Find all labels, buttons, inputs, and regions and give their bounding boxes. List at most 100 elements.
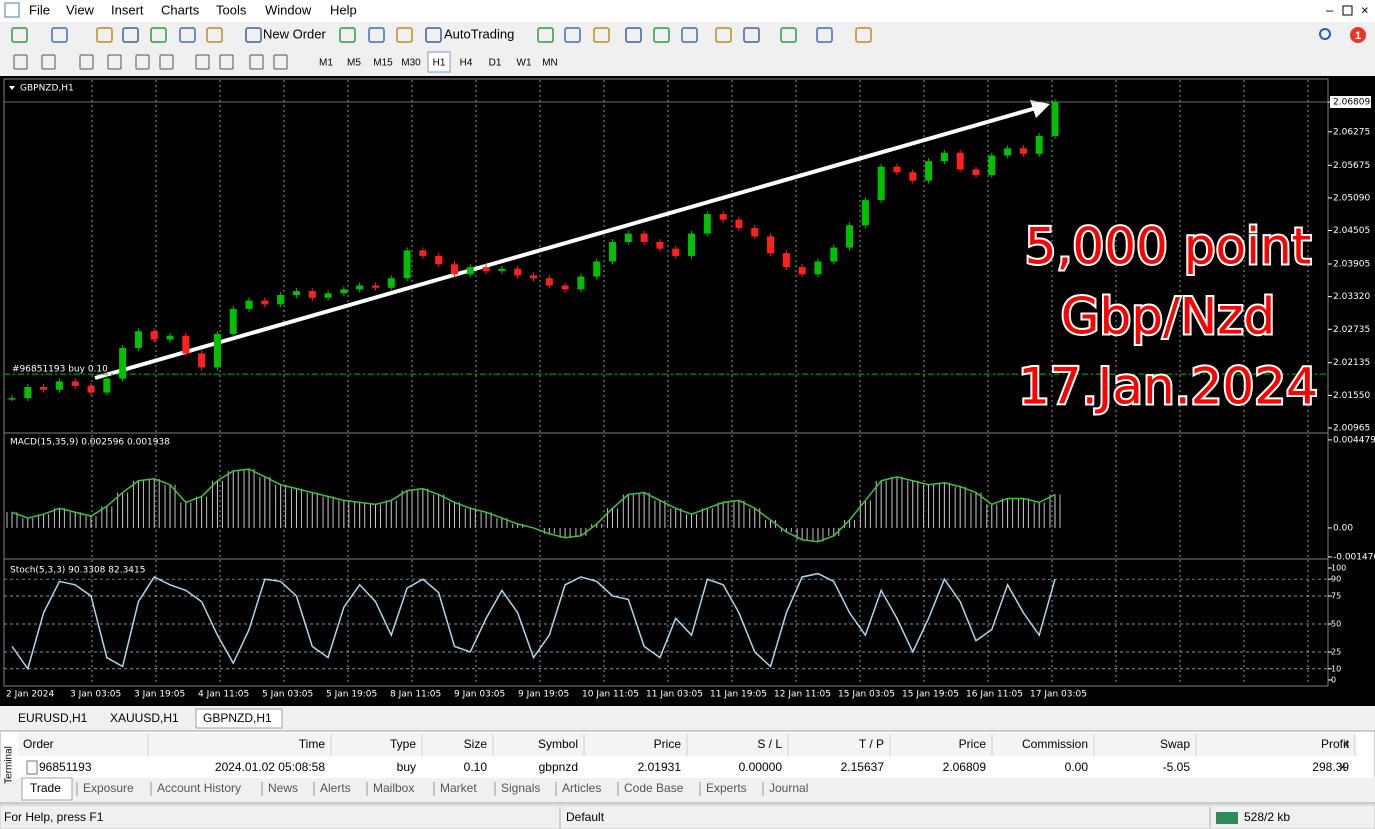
toolbar-button[interactable] bbox=[653, 27, 670, 43]
chart-tab[interactable]: XAUUSD,H1 bbox=[110, 711, 179, 725]
terminal-tab[interactable]: Articles bbox=[562, 781, 601, 795]
timeframe-button[interactable]: M5 bbox=[347, 58, 361, 69]
column-header[interactable]: Type bbox=[390, 737, 416, 751]
minimize-button[interactable]: – bbox=[1326, 2, 1334, 17]
menu-item[interactable]: Insert bbox=[111, 2, 144, 17]
timeframe-button[interactable]: M30 bbox=[401, 58, 421, 69]
timeframe-button[interactable]: H4 bbox=[460, 58, 473, 69]
column-header[interactable]: S / L bbox=[757, 737, 782, 751]
toolbar-button[interactable] bbox=[396, 27, 413, 43]
terminal-tab[interactable]: Market bbox=[440, 781, 477, 795]
terminal-tab[interactable]: Mailbox bbox=[373, 781, 414, 795]
column-header[interactable]: Size bbox=[464, 737, 488, 751]
column-header[interactable]: Price bbox=[654, 737, 682, 751]
candle bbox=[925, 161, 933, 181]
toolbar-button[interactable] bbox=[743, 27, 760, 43]
cell[interactable]: 0.10 bbox=[464, 760, 488, 774]
timeframe-button[interactable]: M15 bbox=[373, 58, 393, 69]
toolbar-button[interactable] bbox=[625, 27, 642, 43]
terminal-tab[interactable]: Account History bbox=[157, 781, 241, 795]
notification-badge[interactable] bbox=[1350, 27, 1366, 43]
tool-button[interactable] bbox=[273, 54, 288, 70]
terminal-tab[interactable]: Alerts bbox=[320, 781, 351, 795]
column-header[interactable]: Commission bbox=[1022, 737, 1088, 751]
column-header[interactable]: Time bbox=[299, 737, 326, 751]
new-order-label[interactable]: New Order bbox=[263, 26, 327, 41]
timeframe-button[interactable]: H1 bbox=[433, 58, 446, 69]
column-header[interactable]: T / P bbox=[859, 737, 884, 751]
timeframe-button[interactable]: MN bbox=[542, 58, 558, 69]
tool-button[interactable] bbox=[159, 54, 174, 70]
column-header[interactable]: Order bbox=[23, 737, 54, 751]
column-header[interactable]: Price bbox=[959, 737, 987, 751]
cell[interactable]: 0.00 bbox=[1065, 760, 1089, 774]
terminal-tab[interactable]: Trade bbox=[30, 781, 61, 795]
order-close[interactable]: × bbox=[1339, 760, 1346, 774]
column-header[interactable]: Profit bbox=[1321, 737, 1350, 751]
chart-tab[interactable]: GBPNZD,H1 bbox=[203, 711, 272, 725]
terminal-tab[interactable]: Code Base bbox=[624, 781, 684, 795]
tool-button[interactable] bbox=[107, 54, 122, 70]
toolbar-button[interactable] bbox=[593, 27, 610, 43]
cell[interactable]: 0.00000 bbox=[739, 760, 783, 774]
close-button[interactable]: × bbox=[1361, 2, 1369, 17]
column-header[interactable]: Swap bbox=[1160, 737, 1190, 751]
terminal-tab[interactable]: Journal bbox=[769, 781, 808, 795]
cell[interactable]: 2.01931 bbox=[638, 760, 682, 774]
toolbar-button[interactable] bbox=[179, 27, 196, 43]
cell[interactable]: 96851193 bbox=[39, 760, 92, 774]
toolbar-button[interactable] bbox=[122, 27, 139, 43]
auto-trading-label[interactable]: AutoTrading bbox=[444, 26, 514, 41]
tool-button[interactable] bbox=[195, 54, 210, 70]
menu-item[interactable]: Window bbox=[265, 2, 312, 17]
tool-button[interactable] bbox=[249, 54, 264, 70]
column-header[interactable]: Symbol bbox=[538, 737, 578, 751]
toolbar-button[interactable] bbox=[245, 27, 262, 43]
terminal-tab[interactable]: Exposure bbox=[83, 781, 134, 795]
menu-item[interactable]: File bbox=[29, 2, 50, 17]
toolbar-button[interactable] bbox=[780, 27, 797, 43]
chart-tab[interactable]: EURUSD,H1 bbox=[18, 711, 88, 725]
menu-item[interactable]: View bbox=[66, 2, 95, 17]
cell[interactable]: buy bbox=[397, 760, 416, 774]
toolbar-button[interactable] bbox=[339, 27, 356, 43]
tool-button[interactable] bbox=[219, 54, 234, 70]
toolbar-button[interactable] bbox=[816, 27, 833, 43]
tool-button[interactable] bbox=[13, 54, 28, 70]
toolbar-button[interactable] bbox=[715, 27, 732, 43]
timeframe-button[interactable]: M1 bbox=[319, 58, 333, 69]
menu-item[interactable]: Help bbox=[330, 2, 357, 17]
menu-item[interactable]: Charts bbox=[161, 2, 200, 17]
restore-button[interactable] bbox=[1342, 5, 1353, 16]
search-icon[interactable] bbox=[1319, 28, 1331, 40]
terminal-tab[interactable]: News bbox=[268, 781, 298, 795]
toolbar-button[interactable] bbox=[564, 27, 581, 43]
tool-button[interactable] bbox=[41, 54, 56, 70]
tool-button[interactable] bbox=[79, 54, 94, 70]
tool-button[interactable] bbox=[135, 54, 150, 70]
terminal-tab[interactable]: Signals bbox=[501, 781, 540, 795]
time-label: 3 Jan 03:05 bbox=[70, 690, 121, 700]
candle bbox=[119, 347, 127, 379]
toolbar-button[interactable] bbox=[51, 27, 68, 43]
cell[interactable]: gbpnzd bbox=[539, 760, 578, 774]
cell[interactable]: -5.05 bbox=[1163, 760, 1191, 774]
toolbar-button[interactable] bbox=[368, 27, 385, 43]
toolbar-button[interactable] bbox=[681, 27, 698, 43]
terminal-tab[interactable]: Experts bbox=[706, 781, 747, 795]
menu-item[interactable]: Tools bbox=[216, 2, 247, 17]
toolbar-button[interactable] bbox=[425, 27, 442, 43]
toolbar-button[interactable] bbox=[855, 27, 872, 43]
timeframe-button[interactable]: D1 bbox=[489, 58, 502, 69]
toolbar-button[interactable] bbox=[150, 27, 167, 43]
cell[interactable]: 2.06809 bbox=[943, 760, 987, 774]
toolbar-button[interactable] bbox=[96, 27, 113, 43]
cell[interactable]: 2.15637 bbox=[841, 760, 885, 774]
timeframe-button[interactable]: W1 bbox=[517, 58, 532, 69]
toolbar-button[interactable] bbox=[11, 27, 28, 43]
cell[interactable]: 2024.01.02 05:08:58 bbox=[215, 760, 325, 774]
toolbar-button[interactable] bbox=[206, 27, 223, 43]
terminal-close[interactable]: × bbox=[1343, 737, 1350, 751]
toolbar-button[interactable] bbox=[537, 27, 554, 43]
cell[interactable]: 298.39 bbox=[1312, 760, 1349, 774]
